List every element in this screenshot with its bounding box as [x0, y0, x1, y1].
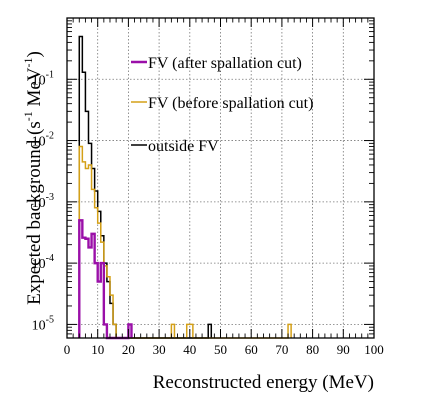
y-tick-label: 10-4: [32, 253, 54, 272]
y-axis-label-close: ): [24, 51, 45, 57]
x-tick-label: 100: [364, 342, 384, 357]
y-tick-label: 10-5: [32, 314, 54, 333]
x-tick-label: 30: [153, 342, 166, 357]
x-tick-label: 90: [337, 342, 350, 357]
legend-label: FV (before spallation cut): [148, 95, 313, 112]
x-tick-label: 50: [214, 342, 227, 357]
grid-lines: [67, 18, 374, 338]
x-tick-label: 10: [91, 342, 104, 357]
y-tick-label: 10-1: [32, 69, 54, 88]
y-axis-label-mid: MeV: [24, 67, 45, 111]
series-line-1: [78, 145, 292, 339]
y-axis-label-main: Expected background (s: [24, 121, 45, 305]
y-axis-label-sup2: -1: [21, 57, 35, 67]
x-tick-labels: 0 10 20 30 40 50 60 70 80 90 100: [64, 342, 384, 357]
x-tick-label: 60: [245, 342, 258, 357]
x-axis-label: Reconstructed energy (MeV): [153, 372, 374, 393]
legend: FV (after spallation cut) FV (before spal…: [131, 55, 313, 155]
y-tick-labels: 10-5 10-4 10-3 10-2 10-1: [32, 69, 54, 333]
y-tick-label: 10-2: [32, 131, 54, 150]
x-tick-label: 0: [64, 342, 71, 357]
legend-label: FV (after spallation cut): [148, 55, 302, 72]
y-tick-label: 10-3: [32, 192, 54, 211]
tick-marks: [66, 18, 375, 339]
x-tick-label: 80: [306, 342, 319, 357]
x-tick-label: 40: [183, 342, 196, 357]
x-tick-label: 70: [275, 342, 288, 357]
y-axis-label-sup1: -1: [21, 111, 35, 121]
y-axis-label: Expected background (s-1 MeV-1): [21, 51, 45, 305]
legend-label: outside FV: [148, 138, 219, 155]
x-tick-label: 20: [122, 342, 135, 357]
